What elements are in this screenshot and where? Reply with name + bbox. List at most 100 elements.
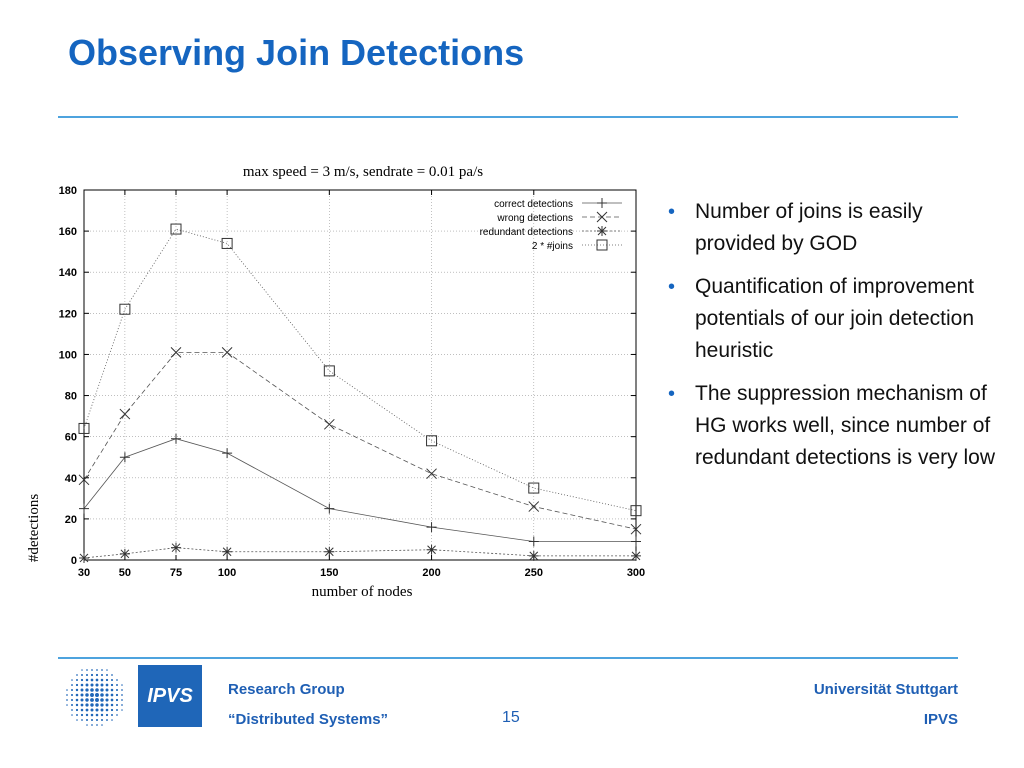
logo-dot <box>85 688 89 692</box>
logo-dot <box>105 693 109 697</box>
logo-dot <box>116 714 118 716</box>
logo-dot <box>101 724 103 726</box>
logo-dot <box>91 724 93 726</box>
logo-dot <box>80 713 84 717</box>
logo-dot <box>80 703 84 707</box>
y-tick-label: 0 <box>71 555 77 567</box>
bullet-item: • The suppression mechanism of HG works w… <box>668 378 998 474</box>
logo-dot <box>75 688 79 692</box>
logo-dot <box>66 699 68 701</box>
logo-dot <box>66 689 68 691</box>
logo-dot <box>90 678 94 682</box>
logo-dot <box>76 714 78 716</box>
logo-dot <box>70 698 74 702</box>
data-point-plus-marker <box>597 198 607 208</box>
logo-dot <box>90 693 94 697</box>
logo-dot <box>110 683 114 687</box>
logo-dot <box>95 718 99 722</box>
logo-dot <box>106 674 108 676</box>
logo-dot <box>80 693 84 697</box>
footer-research-group: Research Group <box>228 681 345 698</box>
bullet-text: Quantification of improvement potentials… <box>695 275 975 362</box>
logo-dot <box>95 693 99 697</box>
logo-dot <box>111 719 113 721</box>
logo-dot <box>71 709 73 711</box>
logo-dot <box>106 719 108 721</box>
logo-dot <box>105 713 109 717</box>
logo-dot <box>105 703 109 707</box>
x-tick-label: 75 <box>170 567 182 579</box>
logo-dot <box>121 699 123 701</box>
y-tick-label: 180 <box>59 185 77 197</box>
logo-dot <box>95 673 99 677</box>
plot-frame <box>83 189 637 561</box>
data-point-cross-marker <box>596 211 608 223</box>
legend-label: wrong detections <box>496 213 573 224</box>
logo-dot <box>115 703 119 707</box>
data-point-star-marker <box>597 226 607 236</box>
logo-dot <box>76 679 78 681</box>
logo-dot <box>75 693 79 697</box>
logo-dot <box>76 719 78 721</box>
legend-label: 2 * #joins <box>532 241 573 252</box>
data-point-plus-marker <box>222 448 233 459</box>
logo-dot <box>71 714 73 716</box>
slide-title: Observing Join Detections <box>68 32 525 73</box>
logo-dot <box>106 669 108 671</box>
x-tick-label: 250 <box>525 567 543 579</box>
logo-dot <box>100 678 104 682</box>
footer-university: Universität Stuttgart <box>813 681 958 698</box>
data-point-square-marker <box>119 303 131 315</box>
logo-dot <box>85 673 89 677</box>
footer-group-name: “Distributed Systems” <box>228 711 389 728</box>
data-point-star-marker <box>528 550 539 561</box>
data-point-cross-marker <box>426 468 437 480</box>
logo-dot <box>76 674 78 676</box>
logo-dot <box>110 708 114 712</box>
x-tick-label: 150 <box>320 567 338 579</box>
series-3 <box>78 223 642 517</box>
data-point-cross-marker <box>630 523 642 535</box>
data-point-star-marker <box>426 544 437 555</box>
x-tick-label: 30 <box>78 567 90 579</box>
logo-dot <box>90 688 94 692</box>
logo-dot <box>86 669 88 671</box>
logo-dot <box>96 724 98 726</box>
logo-dot <box>95 678 99 682</box>
page-number: 15 <box>502 709 520 726</box>
logo-dot <box>66 694 68 696</box>
series-line <box>83 228 637 512</box>
y-tick-label: 40 <box>65 473 77 485</box>
logo-dot <box>121 684 123 686</box>
logo-dot <box>90 683 94 687</box>
chart-legend: correct detections wrong detections redund… <box>480 198 622 252</box>
logo-dot <box>116 684 118 686</box>
logo-dot <box>70 688 74 692</box>
logo-dot <box>105 683 109 687</box>
data-point-star-marker <box>79 552 89 563</box>
y-tick-label: 120 <box>59 308 77 320</box>
logo-dot <box>90 703 94 707</box>
logo-dot <box>75 683 79 687</box>
data-point-plus-marker <box>528 536 539 547</box>
logo-dot <box>80 688 84 692</box>
logo-dot <box>85 693 89 697</box>
data-point-square-marker <box>630 505 642 517</box>
logo-dot <box>81 674 83 676</box>
logo-dot <box>96 669 98 671</box>
series-line <box>83 438 636 542</box>
logo-dot <box>91 669 93 671</box>
logo-dot <box>110 693 114 697</box>
ipvs-logo: IPVS <box>138 665 202 727</box>
title-divider <box>58 116 958 118</box>
y-tick-label: 160 <box>59 226 77 238</box>
logo-dot <box>121 694 123 696</box>
data-point-star-marker <box>324 546 335 557</box>
logo-dot <box>100 688 104 692</box>
logo-dot <box>95 698 99 702</box>
logo-dot <box>100 718 104 722</box>
logo-dot <box>85 708 89 712</box>
data-point-star-marker <box>119 548 130 559</box>
data-point-cross-marker <box>170 347 182 358</box>
logo-dot <box>80 678 84 682</box>
